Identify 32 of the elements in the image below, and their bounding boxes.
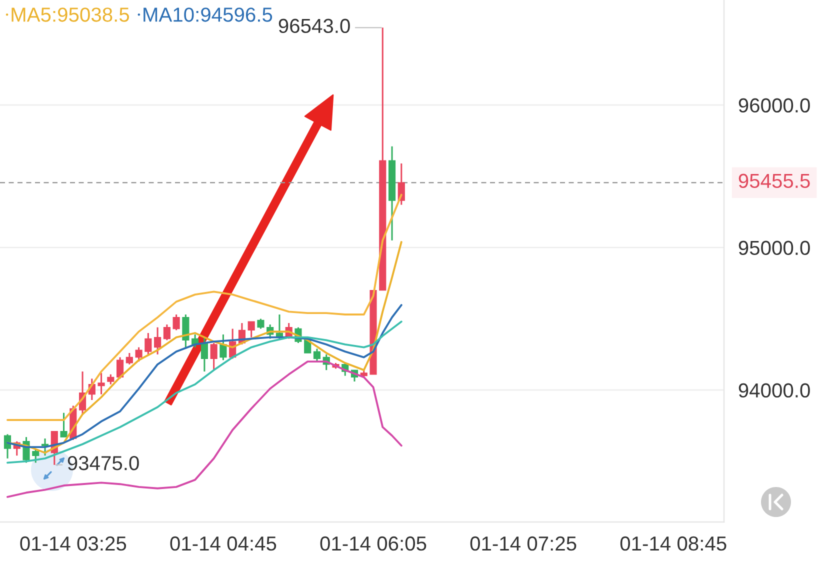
x-tick-label: 01-14 07:25 (470, 536, 576, 551)
candlestick (107, 374, 114, 386)
candlestick (41, 438, 49, 456)
candlestick (313, 348, 321, 362)
y-tick-label: 95000.0 (738, 240, 810, 256)
candlestick (257, 318, 264, 330)
candlestick (182, 314, 190, 350)
candlestick (135, 346, 142, 362)
candlestick (98, 372, 105, 396)
candlestick (154, 326, 162, 356)
x-tick-label: 01-14 03:25 (20, 536, 126, 551)
legend-label: MA10:94596.5 (144, 8, 272, 22)
x-tick-label: 01-14 08:45 (620, 536, 726, 551)
legend-label: MA5:95038.5 (12, 8, 130, 22)
candlestick (210, 342, 218, 371)
candlestick (126, 352, 133, 366)
candlestick (4, 433, 12, 460)
candlestick (163, 324, 170, 341)
x-tick-label: 01-14 06:05 (320, 536, 426, 551)
ref-line-label: 95455.5 (738, 174, 810, 188)
candlestick (144, 332, 152, 356)
y-tick-label: 94000.0 (738, 383, 810, 398)
candlestick (200, 336, 208, 372)
candlestick (116, 356, 124, 380)
candlestick (172, 314, 180, 331)
annotation: 96543.0 (278, 18, 350, 34)
candlestick (32, 448, 40, 464)
annotation: 93475.0 (68, 456, 139, 470)
y-tick-label: 96000.0 (738, 98, 810, 113)
candlestick (60, 412, 68, 438)
candlestick (248, 320, 255, 338)
x-tick-label: 01-14 04:45 (170, 536, 276, 551)
